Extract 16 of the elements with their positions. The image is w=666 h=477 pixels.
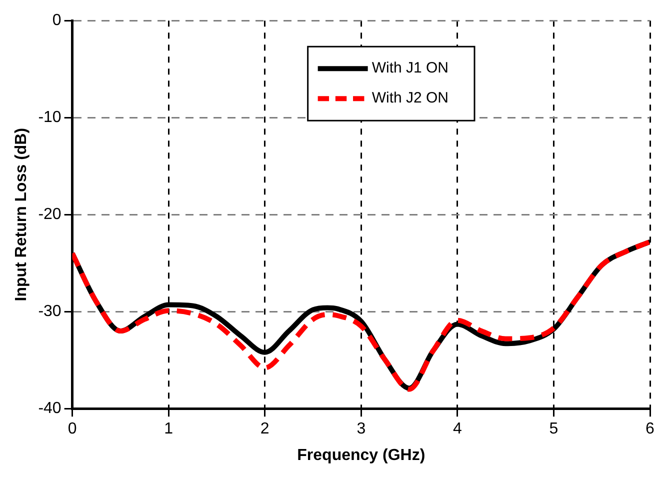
x-tick-label: 2 [260,420,270,438]
y-tick-label: -40 [38,400,62,418]
y-axis-title: Input Return Loss (dB) [13,128,30,302]
legend-label: With J1 ON [372,60,449,77]
y-tick-label: 0 [52,12,62,30]
x-tick-label: 4 [452,420,462,438]
y-tick-label: -30 [38,303,62,320]
x-tick-label: 1 [164,420,174,438]
x-tick-label: 6 [646,420,655,438]
x-axis-title: Frequency (GHz) [297,446,426,464]
y-tick-label: -10 [38,109,62,126]
x-tick-label: 0 [68,420,77,438]
y-tick-label: -20 [38,206,62,224]
x-tick-label: 5 [549,420,558,438]
legend-label: With J2 ON [372,90,449,107]
x-tick-label: 3 [356,420,366,438]
